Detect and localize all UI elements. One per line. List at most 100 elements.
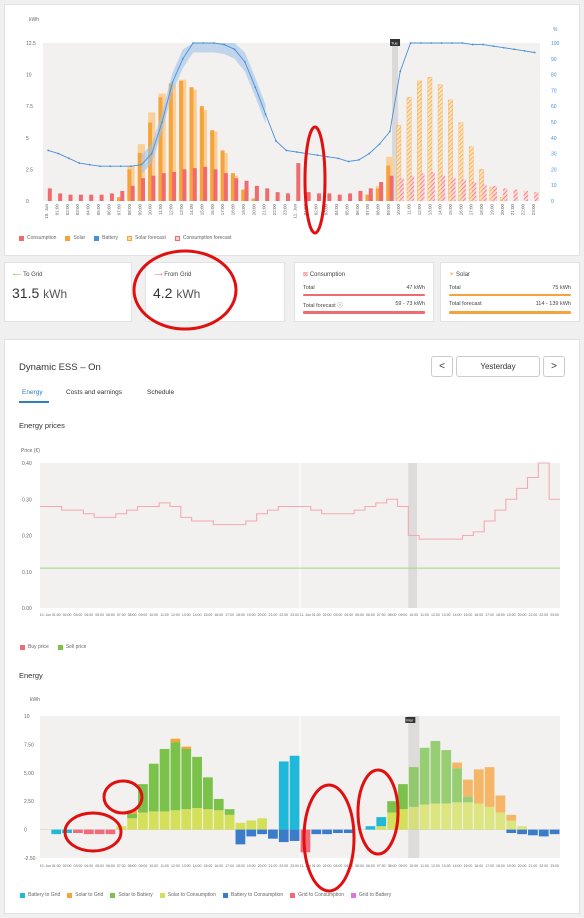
battery-point	[109, 165, 112, 168]
legend-solar-to-battery[interactable]: Solar to Battery	[110, 892, 153, 898]
legend-consumption[interactable]: Consumption	[19, 235, 56, 241]
solar-bar	[230, 173, 235, 201]
next-period-button[interactable]: >	[543, 356, 565, 377]
x-tick-label: 05:00	[96, 204, 101, 216]
battery-point	[181, 57, 184, 60]
y2-tick-label: 30	[551, 152, 557, 158]
x-tick-label: 04:00	[334, 204, 339, 216]
consumption-bar	[141, 178, 145, 201]
battery-point	[337, 157, 339, 160]
from-grid-label: ⟶ From Grid	[154, 272, 192, 278]
consumption-bar	[327, 193, 332, 201]
consumption-bar	[285, 193, 290, 201]
consumption-forecast-bar	[399, 178, 404, 201]
solar-forecast-bar	[427, 76, 433, 202]
tab-costs-and-earnings[interactable]: Costs and earnings	[66, 389, 123, 396]
consumption-bar	[358, 190, 363, 201]
y-tick-label: 7.5	[26, 104, 33, 110]
consumption-bar	[192, 168, 197, 201]
consumption-forecast-bar	[440, 175, 446, 201]
battery-line	[48, 42, 535, 167]
solar-forecast-bar	[437, 84, 443, 202]
legend-label: Sell price	[65, 644, 87, 650]
x-tick-label: 21:00	[510, 204, 515, 216]
y2-tick-label: 50	[551, 120, 557, 126]
info-icon[interactable]: ⓘ	[337, 303, 343, 309]
y-tick-label: 10	[26, 73, 32, 79]
legend-label: Buy price	[28, 644, 49, 650]
legend-solar-forecast[interactable]: Solar forecast	[127, 235, 166, 241]
arrow-right-icon: ⟶	[154, 272, 165, 278]
energy-prices-title: Energy prices	[19, 421, 65, 430]
swatch-icon	[65, 235, 71, 241]
legend-label: Consumption forecast	[182, 235, 232, 241]
x-tick-label: 12:00	[417, 204, 422, 216]
x-tick-label: 10:00	[148, 204, 153, 216]
consumption-bar	[130, 185, 135, 201]
consumption-bar	[337, 194, 342, 201]
legend-grid-to-consumption[interactable]: Grid to Consumption	[290, 892, 344, 898]
legend-battery-to-grid[interactable]: Battery to Grid	[20, 892, 60, 898]
consumption-forecast-bar	[430, 171, 435, 201]
legend-buy-price[interactable]: Buy price	[20, 644, 49, 650]
x-tick-label: 12:00	[168, 204, 173, 216]
x-tick-label: 23:00	[282, 204, 287, 216]
legend-solar-to-consumption[interactable]: Solar to Consumption	[159, 892, 216, 898]
solar-forecast-bar	[449, 311, 571, 314]
tab-schedule[interactable]: Schedule	[147, 389, 175, 396]
solar-bar	[375, 188, 380, 201]
battery-point	[502, 46, 505, 49]
active-tab-indicator	[19, 401, 49, 403]
swatch-icon	[222, 892, 228, 898]
consumption-bar	[348, 193, 353, 201]
x-tick-label: 20:00	[251, 204, 256, 216]
consumption-bar	[234, 178, 239, 201]
swatch-icon	[94, 235, 100, 241]
x-tick-label: 10. Jun	[44, 204, 49, 219]
battery-point	[150, 152, 153, 155]
legend-sell-price[interactable]: Sell price	[57, 644, 87, 650]
legend-solar[interactable]: Solar	[65, 235, 85, 241]
legend-solar-to-grid[interactable]: Solar to Grid	[67, 892, 103, 898]
consumption-forecast-bar	[471, 182, 477, 201]
tab-energy[interactable]: Energy	[22, 389, 43, 396]
consumption-bar	[182, 169, 187, 201]
battery-point	[471, 43, 474, 46]
battery-point	[57, 152, 60, 155]
y2-tick-label: 70	[551, 88, 557, 94]
battery-point	[388, 130, 391, 133]
x-tick-label: 17:00	[220, 204, 225, 216]
swatch-icon	[350, 892, 356, 898]
prev-period-button[interactable]: <	[431, 356, 453, 377]
battery-point	[492, 45, 495, 48]
legend-battery-to-consumption[interactable]: Battery to Consumption	[222, 892, 283, 898]
x-tick-label: 10:00	[396, 204, 401, 216]
consumption-bar	[223, 173, 228, 201]
from-grid-value: 4.2 kWh	[153, 285, 201, 301]
swatch-icon	[57, 644, 63, 650]
x-tick-label: 18:00	[479, 204, 484, 216]
swatch-icon	[110, 892, 116, 898]
period-selector[interactable]: Yesterday	[456, 356, 540, 377]
solar-forecast-bar	[448, 99, 453, 202]
x-tick-label: 07:00	[117, 204, 122, 216]
battery-point	[78, 162, 81, 164]
swatch-icon	[19, 235, 24, 241]
solar-label: ☀ Solar	[449, 272, 471, 278]
solar-bar	[137, 152, 142, 201]
battery-point	[161, 121, 163, 123]
consumption-card: ⊠ Consumption Total 47 kWh Total forecast…	[294, 262, 434, 322]
x-tick-label: 03:00	[324, 204, 329, 216]
legend-grid-to-battery[interactable]: Grid to Battery	[350, 892, 391, 898]
legend-battery[interactable]: Battery	[94, 235, 118, 241]
consumption-bar	[244, 180, 249, 201]
from-grid-card: ⟶ From Grid 4.2 kWh	[145, 262, 285, 322]
solar-bar	[241, 189, 246, 201]
x-tick-label: 14:00	[438, 204, 443, 216]
consumption-forecast-bar	[420, 173, 425, 201]
consumption-bar	[161, 173, 166, 201]
legend-consumption-forecast[interactable]: Consumption forecast	[174, 235, 232, 241]
ess-title: Dynamic ESS – On	[19, 362, 101, 373]
consumption-bar	[203, 166, 208, 201]
y2-tick-label: 100	[551, 41, 560, 47]
